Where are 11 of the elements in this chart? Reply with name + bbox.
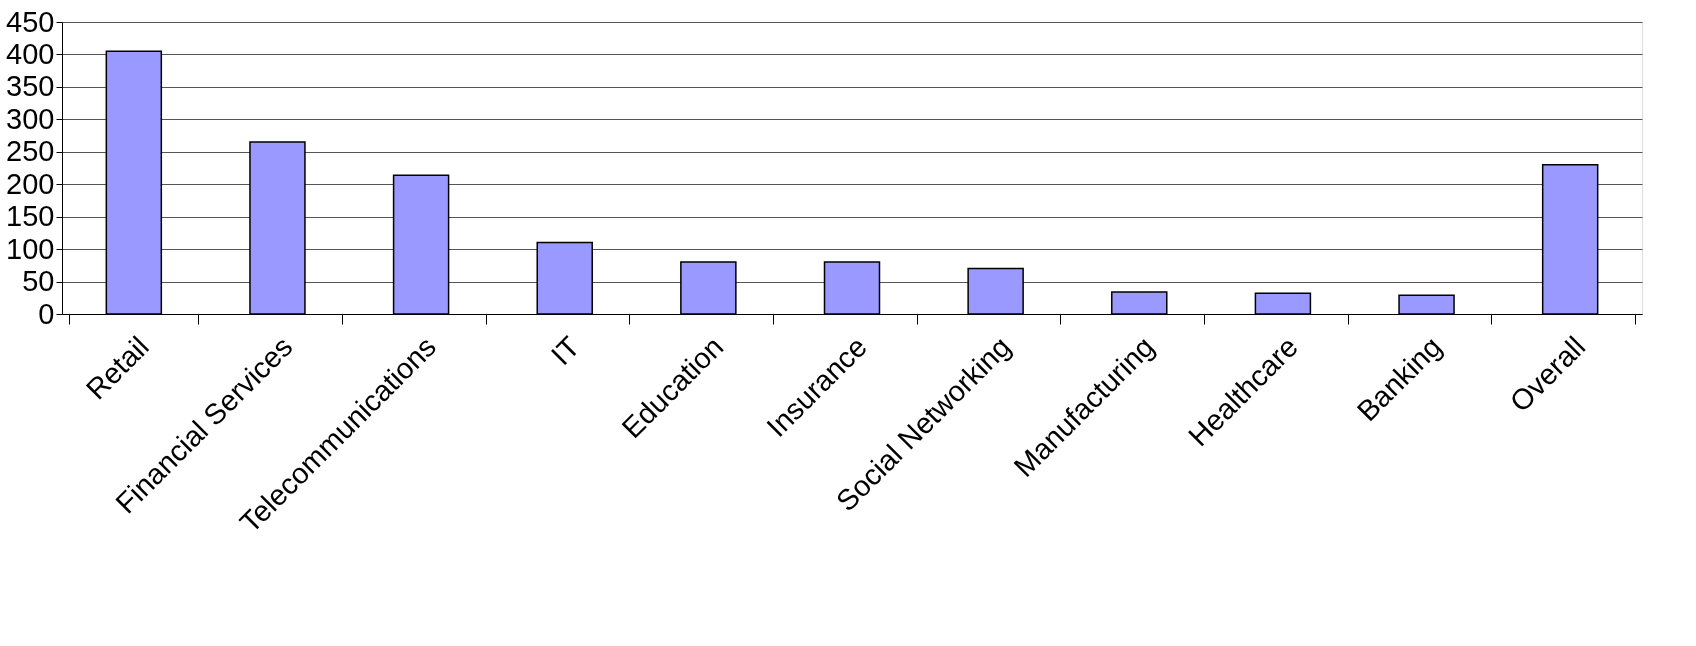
x-tick-label: IT — [544, 330, 586, 372]
y-tick-label: 450 — [6, 5, 55, 38]
y-tick-label: 200 — [6, 167, 55, 200]
y-tick-label: 250 — [6, 135, 55, 168]
y-tick-label: 0 — [38, 297, 55, 330]
y-tick-label: 100 — [6, 232, 55, 265]
y-tick-label: 400 — [6, 37, 55, 70]
y-tick-label: 350 — [6, 70, 55, 103]
y-tick-label: 50 — [22, 265, 55, 298]
y-tick-label: 300 — [6, 102, 55, 135]
y-tick-label: 150 — [6, 200, 55, 233]
